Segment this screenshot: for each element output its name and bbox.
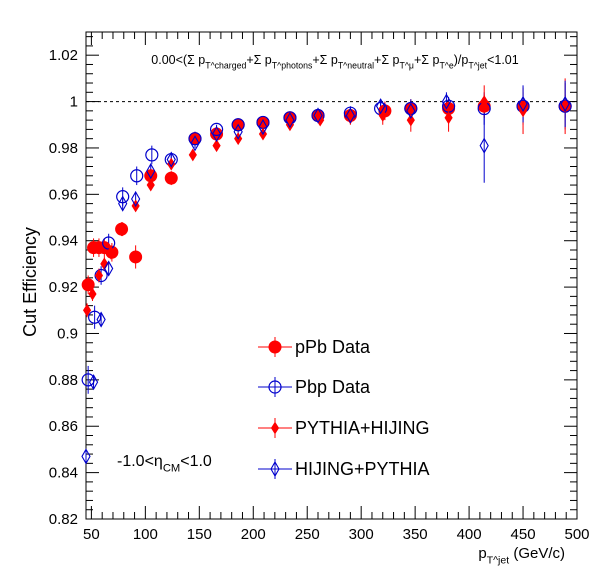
legend-label: HIJING+PYTHIA — [295, 459, 430, 479]
data-point — [441, 93, 452, 110]
legend-marker — [270, 460, 280, 478]
x-tick-labels: 50 100 150 200 250 300 350 400 450 500 — [83, 526, 589, 543]
data-point — [518, 95, 528, 112]
data-point — [345, 107, 356, 124]
data-point — [212, 139, 221, 153]
data-point — [233, 123, 243, 140]
data-point — [167, 157, 176, 171]
data-point — [88, 310, 102, 324]
data-point — [102, 236, 116, 250]
y-tick-label: 0.88 — [49, 372, 78, 389]
x-tick-label: 100 — [133, 526, 158, 543]
x-tick-label: 500 — [564, 526, 589, 543]
data-point — [88, 287, 97, 301]
legend-marker — [268, 380, 282, 394]
data-point — [100, 257, 109, 271]
data-point — [118, 222, 127, 236]
data-point — [231, 118, 245, 132]
data-point — [145, 148, 159, 162]
data-point — [81, 278, 95, 292]
legend-marker — [270, 421, 280, 435]
data-point — [129, 250, 143, 264]
data-point — [190, 135, 200, 152]
data-point — [316, 113, 325, 127]
data-point — [209, 122, 224, 136]
legend-label: pPb Data — [295, 337, 371, 357]
x-tick-label: 150 — [187, 526, 212, 543]
data-point — [258, 118, 268, 136]
y-tick-label: 0.96 — [49, 186, 78, 203]
y-tick-label: 0.98 — [49, 140, 78, 157]
data-point — [81, 448, 91, 465]
data-point — [116, 190, 130, 204]
data-point — [188, 148, 197, 162]
y-tick-label: 0.92 — [49, 279, 78, 296]
x-tick-label: 300 — [349, 526, 374, 543]
y-tick-label: 0.86 — [49, 418, 78, 435]
legend-label: PYTHIA+HIJING — [295, 418, 430, 438]
y-tick-label: 0.82 — [49, 511, 78, 528]
legend: pPb Data Pbp Data PYTHIA+HIJING HIJING+PYTH… — [258, 337, 430, 479]
y-tick-label: 1 — [70, 94, 78, 111]
plot-frame — [85, 31, 578, 520]
data-point — [81, 373, 95, 387]
x-axis-title: pT^jet (GeV/c) — [478, 545, 565, 566]
x-tick-label: 400 — [457, 526, 482, 543]
legend-label: Pbp Data — [295, 377, 371, 397]
y-tick-label: 0.84 — [49, 465, 78, 482]
y-tick-label: 1.02 — [49, 47, 78, 64]
x-tick-label: 50 — [83, 526, 100, 543]
eta-annotation: -1.0<ηCM<1.0 — [117, 453, 212, 475]
data-point — [285, 112, 295, 129]
data-point — [96, 311, 106, 328]
data-point — [406, 113, 415, 127]
y-tick-labels: 0.82 0.84 0.86 0.88 0.9 0.92 0.94 0.96 0.98 1 1.02 — [49, 47, 78, 528]
data-point — [406, 102, 416, 119]
x-tick-label: 350 — [403, 526, 428, 543]
data-point — [444, 111, 453, 125]
chart-title: 0.00<(Σ pT^charged+Σ pT^photons+Σ pT^neu… — [151, 53, 518, 70]
error-bars — [85, 78, 566, 464]
legend-marker — [268, 340, 282, 354]
data-point — [146, 163, 156, 180]
data-point — [480, 95, 489, 109]
data-point — [164, 171, 178, 185]
data-point — [118, 195, 128, 212]
data-point — [479, 137, 489, 154]
data-point — [94, 269, 104, 282]
data-point — [211, 125, 222, 143]
data-point — [375, 98, 386, 115]
data-point — [146, 178, 155, 192]
axis-ticks — [86, 32, 578, 520]
y-axis-title: Cut Efficiency — [20, 227, 40, 337]
x-tick-label: 250 — [295, 526, 320, 543]
data-point — [166, 151, 176, 168]
data-point — [313, 107, 323, 124]
data-point — [130, 169, 144, 183]
data-markers — [81, 93, 572, 465]
data-point — [560, 95, 570, 112]
data-point — [88, 374, 99, 391]
data-point — [188, 132, 202, 146]
data-point — [131, 190, 141, 208]
data-point — [104, 260, 114, 277]
y-tick-label: 0.9 — [57, 325, 78, 342]
x-tick-label: 450 — [511, 526, 536, 543]
data-point — [82, 303, 92, 317]
data-point — [106, 245, 115, 259]
y-tick-label: 0.94 — [49, 233, 78, 250]
x-tick-label: 200 — [241, 526, 266, 543]
